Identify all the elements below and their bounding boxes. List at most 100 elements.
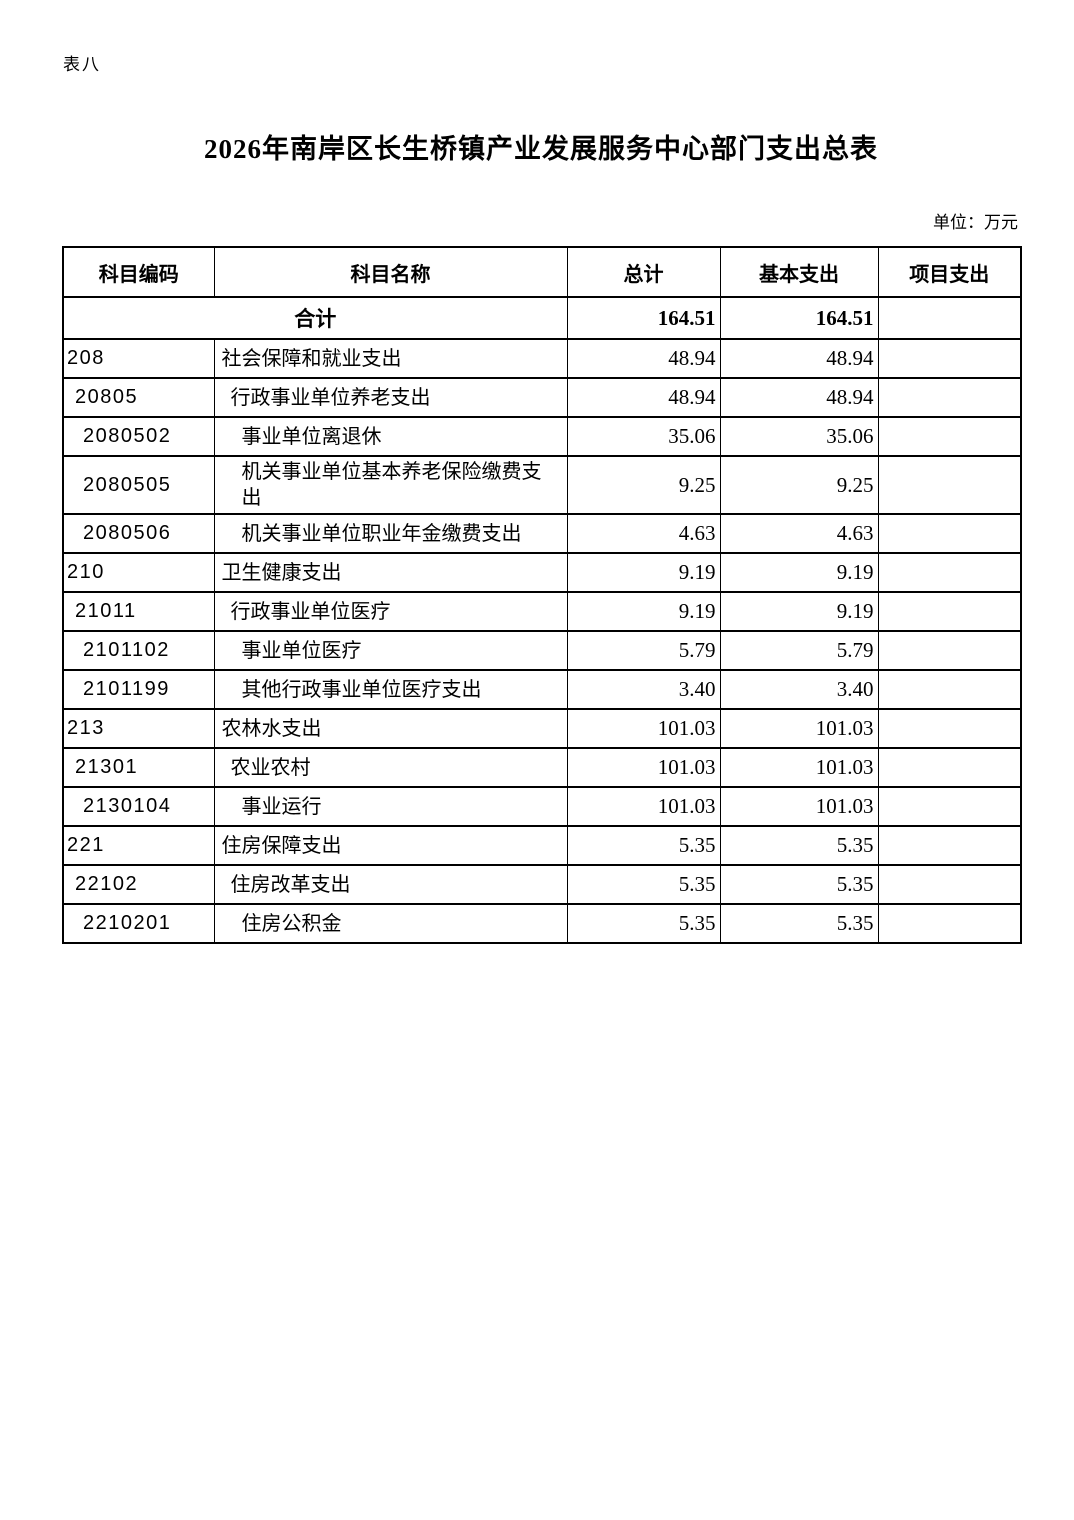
basic-cell: 101.03 [719, 708, 879, 749]
code-cell: 2210201 [62, 903, 215, 944]
total-cell: 4.63 [566, 513, 721, 554]
table-row: 22102 住房改革支出 5.35 5.35 [62, 864, 1022, 905]
total-cell: 101.03 [566, 708, 721, 749]
table-number-label: 表八 [63, 55, 101, 74]
project-cell [877, 669, 1022, 710]
project-cell [877, 455, 1022, 515]
name-cell: 事业运行 [213, 786, 568, 827]
basic-cell: 5.35 [719, 864, 879, 905]
project-cell [877, 630, 1022, 671]
table-row: 2101199 其他行政事业单位医疗支出 3.40 3.40 [62, 669, 1022, 710]
table-body: 合计 164.51 164.51 208 社会保障和就业支出 48.94 48.94 2… [62, 296, 1022, 944]
total-project-cell [877, 296, 1022, 340]
basic-cell: 35.06 [719, 416, 879, 457]
total-cell: 35.06 [566, 416, 721, 457]
name-cell: 机关事业单位职业年金缴费支出 [213, 513, 568, 554]
table-row: 21301 农业农村 101.03 101.03 [62, 747, 1022, 788]
project-cell [877, 786, 1022, 827]
name-cell: 机关事业单位基本养老保险缴费支出 [213, 455, 568, 515]
col-header-subject-code: 科目编码 [62, 246, 215, 298]
project-cell [877, 591, 1022, 632]
total-basic-cell: 164.51 [719, 296, 879, 340]
basic-cell: 5.79 [719, 630, 879, 671]
code-cell: 21011 [62, 591, 215, 632]
name-cell: 卫生健康支出 [213, 552, 568, 593]
name-cell: 住房公积金 [213, 903, 568, 944]
table-row: 208 社会保障和就业支出 48.94 48.94 [62, 338, 1022, 379]
table-row: 221 住房保障支出 5.35 5.35 [62, 825, 1022, 866]
table-row: 2080506 机关事业单位职业年金缴费支出 4.63 4.63 [62, 513, 1022, 554]
table-row: 2080505 机关事业单位基本养老保险缴费支出 9.25 9.25 [62, 455, 1022, 515]
total-cell: 5.35 [566, 864, 721, 905]
project-cell [877, 552, 1022, 593]
table-row: 21011 行政事业单位医疗 9.19 9.19 [62, 591, 1022, 632]
name-cell: 行政事业单位医疗 [213, 591, 568, 632]
name-cell: 事业单位医疗 [213, 630, 568, 671]
basic-cell: 9.19 [719, 591, 879, 632]
code-cell: 2101199 [62, 669, 215, 710]
total-cell: 5.35 [566, 903, 721, 944]
basic-cell: 48.94 [719, 377, 879, 418]
unit-note: 单位：万元 [933, 213, 1018, 232]
project-cell [877, 377, 1022, 418]
code-cell: 2080506 [62, 513, 215, 554]
code-cell: 208 [62, 338, 215, 379]
basic-cell: 3.40 [719, 669, 879, 710]
page-title: 2026年南岸区长生桥镇产业发展服务中心部门支出总表 [204, 134, 878, 164]
code-cell: 221 [62, 825, 215, 866]
basic-cell: 48.94 [719, 338, 879, 379]
code-cell: 213 [62, 708, 215, 749]
col-header-total: 总计 [566, 246, 721, 298]
name-cell: 农业农村 [213, 747, 568, 788]
table-row: 2080502 事业单位离退休 35.06 35.06 [62, 416, 1022, 457]
expenditure-table: 科目编码 科目名称 总计 基本支出 项目支出 合计 164.51 164.51 … [62, 246, 1022, 944]
total-sum-cell: 164.51 [566, 296, 721, 340]
table-row: 2210201 住房公积金 5.35 5.35 [62, 903, 1022, 944]
table-row: 20805 行政事业单位养老支出 48.94 48.94 [62, 377, 1022, 418]
name-cell: 住房保障支出 [213, 825, 568, 866]
code-cell: 21301 [62, 747, 215, 788]
total-cell: 9.19 [566, 591, 721, 632]
code-cell: 210 [62, 552, 215, 593]
name-cell: 其他行政事业单位医疗支出 [213, 669, 568, 710]
name-cell: 事业单位离退休 [213, 416, 568, 457]
project-cell [877, 747, 1022, 788]
name-cell: 行政事业单位养老支出 [213, 377, 568, 418]
project-cell [877, 864, 1022, 905]
project-cell [877, 825, 1022, 866]
table-row: 2130104 事业运行 101.03 101.03 [62, 786, 1022, 827]
project-cell [877, 338, 1022, 379]
project-cell [877, 708, 1022, 749]
total-cell: 48.94 [566, 377, 721, 418]
project-cell [877, 903, 1022, 944]
col-header-basic-expenditure: 基本支出 [719, 246, 879, 298]
basic-cell: 101.03 [719, 747, 879, 788]
name-cell: 住房改革支出 [213, 864, 568, 905]
total-cell: 9.25 [566, 455, 721, 515]
total-row: 合计 164.51 164.51 [62, 296, 1022, 340]
code-cell: 22102 [62, 864, 215, 905]
basic-cell: 5.35 [719, 825, 879, 866]
code-cell: 20805 [62, 377, 215, 418]
basic-cell: 101.03 [719, 786, 879, 827]
total-cell: 3.40 [566, 669, 721, 710]
total-cell: 101.03 [566, 747, 721, 788]
code-cell: 2101102 [62, 630, 215, 671]
table-row: 213 农林水支出 101.03 101.03 [62, 708, 1022, 749]
project-cell [877, 416, 1022, 457]
code-cell: 2130104 [62, 786, 215, 827]
basic-cell: 9.19 [719, 552, 879, 593]
project-cell [877, 513, 1022, 554]
basic-cell: 5.35 [719, 903, 879, 944]
header-row: 科目编码 科目名称 总计 基本支出 项目支出 [62, 246, 1022, 298]
col-header-subject-name: 科目名称 [213, 246, 568, 298]
code-cell: 2080502 [62, 416, 215, 457]
total-cell: 5.79 [566, 630, 721, 671]
code-cell: 2080505 [62, 455, 215, 515]
total-cell: 9.19 [566, 552, 721, 593]
basic-cell: 9.25 [719, 455, 879, 515]
table-row: 210 卫生健康支出 9.19 9.19 [62, 552, 1022, 593]
total-cell: 48.94 [566, 338, 721, 379]
table-row: 2101102 事业单位医疗 5.79 5.79 [62, 630, 1022, 671]
